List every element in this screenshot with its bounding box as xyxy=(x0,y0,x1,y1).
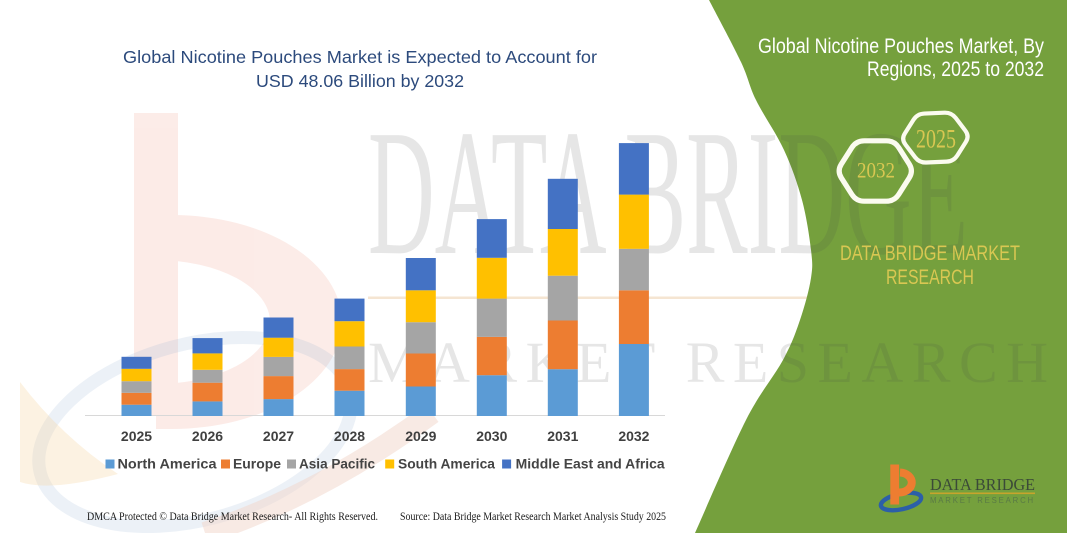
svg-text:South America: South America xyxy=(398,457,495,472)
svg-text:RESEARCH: RESEARCH xyxy=(886,266,974,289)
svg-text:2032: 2032 xyxy=(618,428,649,444)
svg-text:2032: 2032 xyxy=(857,157,895,182)
svg-text:2025: 2025 xyxy=(916,125,956,154)
svg-text:DMCA Protected © Data Bridge M: DMCA Protected © Data Bridge Market Rese… xyxy=(87,511,378,523)
svg-text:USD 48.06 Billion by 2032: USD 48.06 Billion by 2032 xyxy=(256,71,464,91)
svg-text:DATA BRIDGE: DATA BRIDGE xyxy=(930,475,1035,494)
svg-text:2026: 2026 xyxy=(192,428,223,444)
svg-text:Global Nicotine Pouches Market: Global Nicotine Pouches Market, By xyxy=(758,34,1044,58)
svg-text:DATA BRIDGE MARKET: DATA BRIDGE MARKET xyxy=(840,242,1020,265)
svg-text:Global Nicotine Pouches Market: Global Nicotine Pouches Market is Expect… xyxy=(123,47,597,67)
svg-text:MARKET RESEARCH: MARKET RESEARCH xyxy=(930,495,1035,505)
svg-text:2027: 2027 xyxy=(263,428,294,444)
svg-text:DATA BRIDGE: DATA BRIDGE xyxy=(368,93,968,292)
svg-text:Source: Data Bridge Market Res: Source: Data Bridge Market Research Mark… xyxy=(400,511,666,523)
svg-text:North America: North America xyxy=(118,457,218,472)
svg-text:Middle East and Africa: Middle East and Africa xyxy=(516,457,666,472)
svg-text:2029: 2029 xyxy=(405,428,436,444)
svg-text:Europe: Europe xyxy=(233,457,281,472)
svg-text:2031: 2031 xyxy=(547,428,578,444)
svg-text:Regions, 2025 to 2032: Regions, 2025 to 2032 xyxy=(867,57,1044,81)
svg-text:2025: 2025 xyxy=(121,428,152,444)
svg-text:Asia Pacific: Asia Pacific xyxy=(299,457,375,472)
svg-text:2028: 2028 xyxy=(334,428,365,444)
svg-text:2030: 2030 xyxy=(476,428,507,444)
